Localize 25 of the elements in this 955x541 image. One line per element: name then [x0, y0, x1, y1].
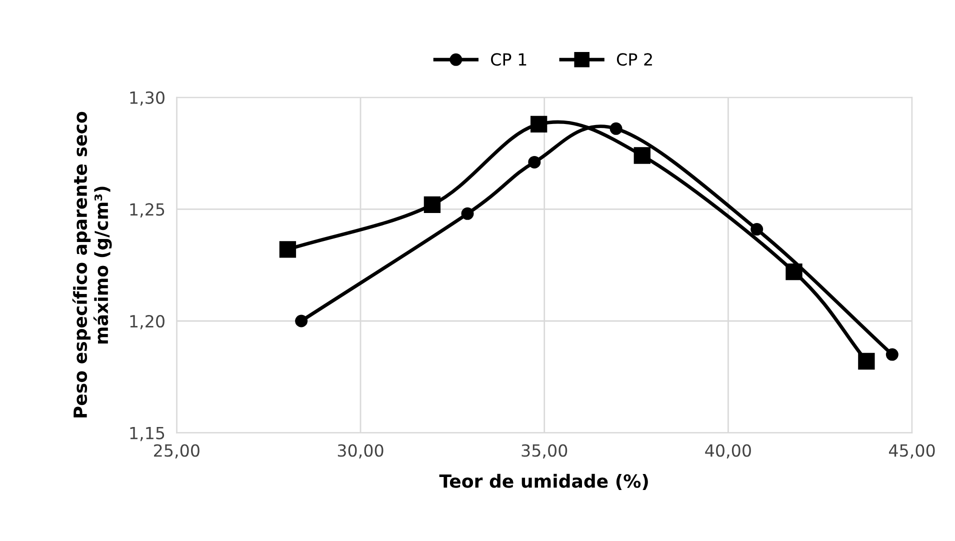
x-tick-label: 35,00 — [522, 444, 568, 459]
y-tick-label: 1,20 — [130, 314, 164, 330]
point — [530, 116, 548, 133]
point — [461, 207, 474, 220]
point — [424, 196, 441, 214]
y-tick-label: 1,30 — [130, 91, 164, 106]
point — [750, 223, 764, 236]
y-axis-title: Peso específico aparente seco máximo (g/cm³) — [72, 112, 112, 418]
point — [786, 263, 802, 280]
point — [279, 241, 296, 258]
x-tick-label: 25,00 — [154, 444, 200, 459]
point — [295, 314, 308, 328]
x-tick-label: 30,00 — [338, 444, 384, 459]
point — [528, 156, 541, 168]
legend-label: CP 1 — [491, 53, 526, 66]
y-tick-label: 1,15 — [130, 426, 164, 442]
legend-label: CP 2 — [616, 53, 652, 66]
x-axis-title: Teor de umidade (%) — [439, 474, 648, 490]
point — [858, 352, 875, 370]
point — [610, 122, 622, 135]
point — [886, 348, 898, 361]
point — [634, 147, 650, 164]
y-tick-label: 1,25 — [130, 203, 164, 218]
x-tick-label: 45,00 — [888, 444, 935, 459]
x-tick-label: 40,00 — [705, 444, 751, 459]
